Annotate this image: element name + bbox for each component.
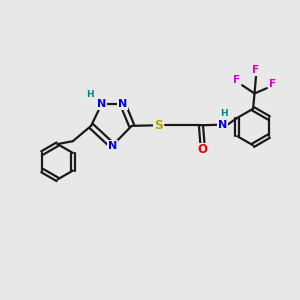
- Text: N: N: [218, 120, 227, 130]
- Text: O: O: [197, 143, 207, 157]
- Text: H: H: [86, 90, 94, 99]
- Text: N: N: [97, 99, 106, 110]
- Text: F: F: [233, 75, 240, 85]
- Text: N: N: [118, 99, 128, 110]
- Text: S: S: [154, 119, 163, 132]
- Text: N: N: [108, 141, 117, 151]
- Text: H: H: [220, 109, 227, 118]
- Text: F: F: [252, 65, 260, 75]
- Text: F: F: [268, 79, 276, 89]
